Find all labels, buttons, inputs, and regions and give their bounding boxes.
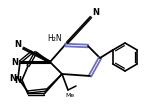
Text: H₂N: H₂N <box>48 33 62 42</box>
Text: N: N <box>12 57 19 67</box>
Text: N: N <box>93 8 100 16</box>
Text: Me: Me <box>65 93 75 98</box>
Text: N: N <box>14 40 21 48</box>
Text: N: N <box>9 73 17 83</box>
Text: N: N <box>14 75 21 84</box>
